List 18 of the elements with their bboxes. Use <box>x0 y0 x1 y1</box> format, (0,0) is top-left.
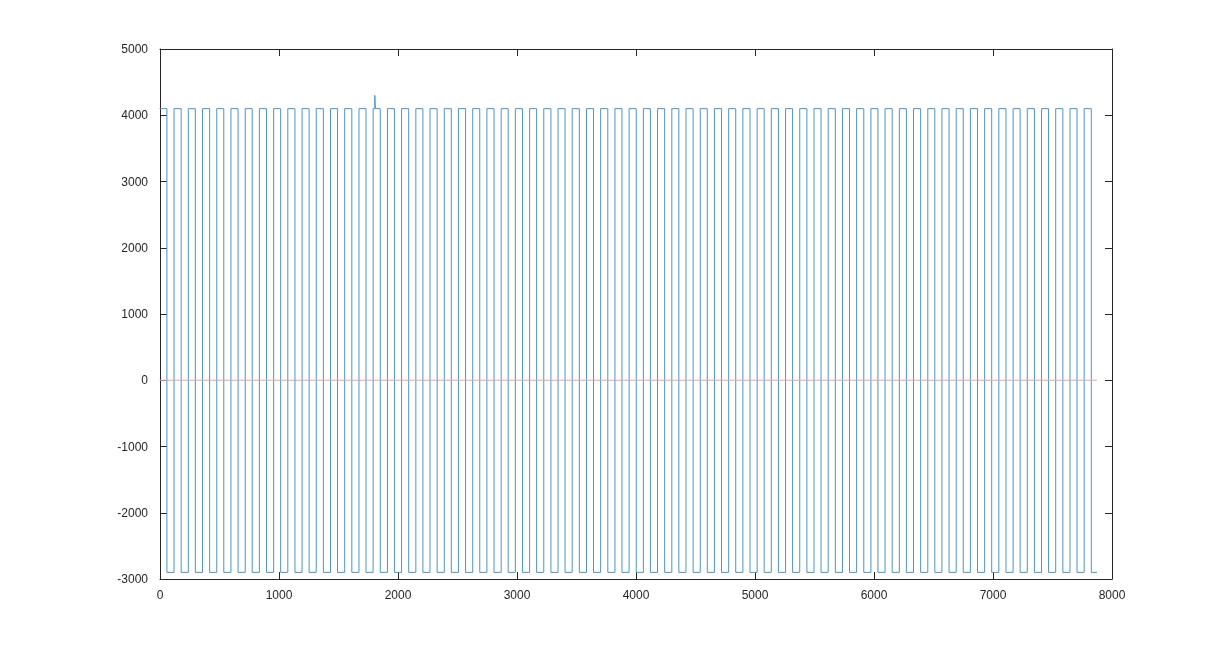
y-tick-label: -3000 <box>117 572 149 586</box>
y-tick-label: -2000 <box>117 505 149 520</box>
x-tick-label: 8000 <box>1098 588 1126 602</box>
x-tick-label: 2000 <box>384 588 412 602</box>
x-tick-label: 1000 <box>265 588 293 602</box>
x-tick-label: 7000 <box>979 588 1007 602</box>
y-tick-label: 5000 <box>121 42 149 56</box>
x-tick-label: 3000 <box>503 588 531 602</box>
x-tick-label: 0 <box>156 588 164 602</box>
y-tick-label: 2000 <box>121 240 149 255</box>
y-tick-label: 4000 <box>121 108 149 123</box>
y-tick-label: 1000 <box>121 307 149 321</box>
x-tick-label: 5000 <box>741 588 769 602</box>
y-tick-label: 0 <box>141 373 149 388</box>
x-tick-label: 4000 <box>622 588 650 602</box>
x-tick-label: 6000 <box>860 588 888 602</box>
y-tick-label: -1000 <box>117 439 149 454</box>
y-tick-label: 3000 <box>121 174 149 189</box>
